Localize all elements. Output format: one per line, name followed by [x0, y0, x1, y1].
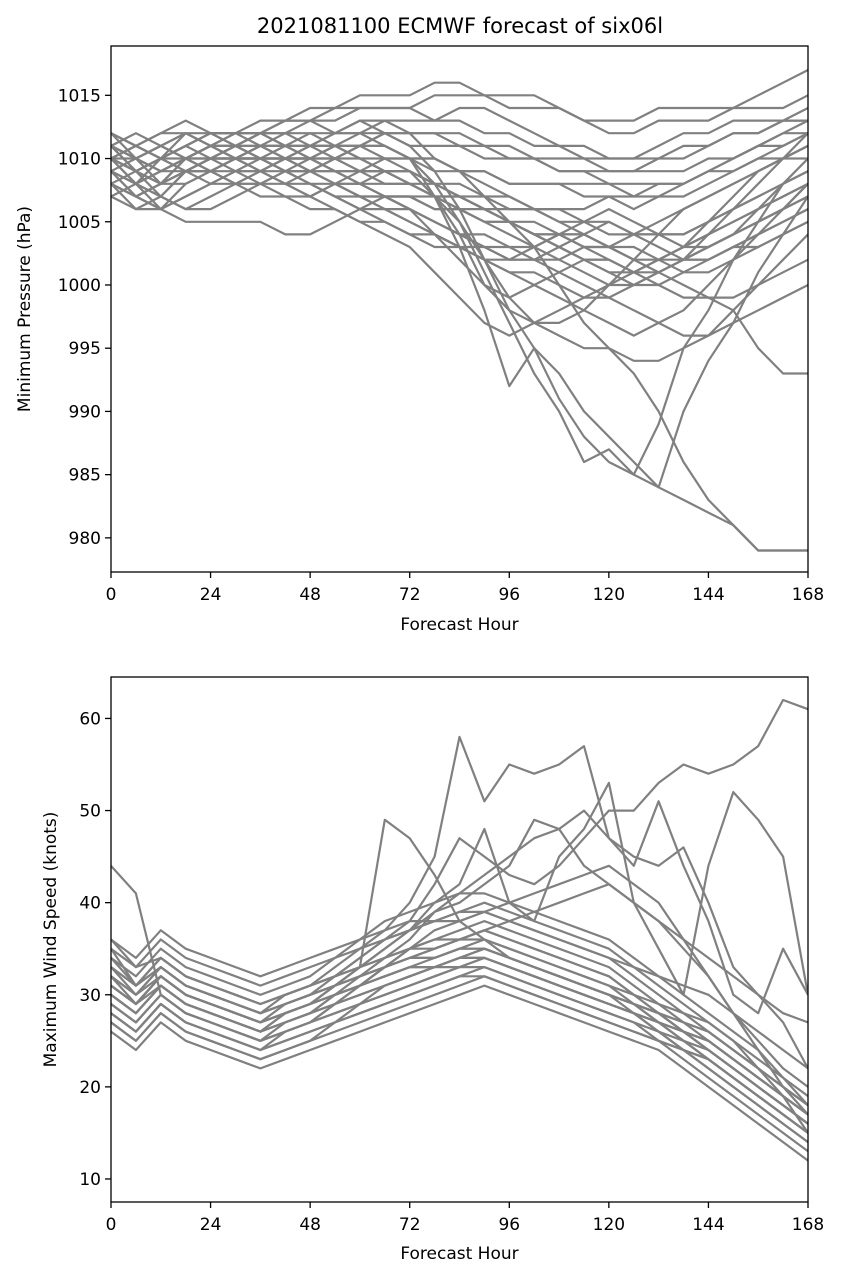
wind-axes-frame	[110, 676, 809, 1203]
pressure-series-line-24	[111, 132, 808, 198]
wind-series-line-16	[111, 984, 808, 1162]
pressure-series-line-16	[111, 145, 808, 287]
pressure-x-axis-label: Forecast Hour	[400, 615, 518, 635]
pressure-y-tick-label: 1000	[58, 276, 101, 296]
wind-x-tick-label: 144	[692, 1215, 724, 1235]
wind-series-group	[111, 698, 808, 1162]
pressure-series-line-26	[111, 144, 808, 261]
wind-panel: 0 24 48 72 96 120 144 168 10 20 30 40 50 60 Forecast H…	[41, 676, 824, 1264]
wind-y-tick-label: 40	[79, 894, 101, 914]
pressure-y-tick-label: 990	[69, 402, 101, 422]
wind-series-line-10	[111, 901, 808, 1134]
wind-series-line-30	[111, 956, 808, 1116]
wind-x-tick-label: 120	[593, 1215, 625, 1235]
wind-series-line-9	[111, 892, 808, 1107]
wind-x-tick-label: 96	[498, 1215, 520, 1235]
pressure-y-tick-label: 995	[69, 339, 101, 359]
pressure-x-tick-label: 96	[498, 585, 520, 605]
wind-x-tick-label: 48	[299, 1215, 321, 1235]
wind-series-line-24	[111, 938, 808, 1097]
pressure-series-line-11	[111, 132, 808, 274]
pressure-series-line-5	[111, 157, 808, 375]
pressure-series-line-13	[111, 132, 808, 274]
wind-series-line-2	[111, 735, 808, 1024]
wind-series-line-1	[111, 698, 808, 1024]
wind-y-tick-label: 30	[79, 986, 101, 1006]
wind-series-line-29	[111, 947, 808, 1107]
wind-x-tick-label: 168	[792, 1215, 824, 1235]
wind-series-line-17	[111, 910, 808, 1107]
pressure-panel: 0 24 48 72 96 120 144 168 980 985 990 995 1000 1005 10…	[15, 45, 824, 635]
pressure-x-tick-label: 120	[593, 585, 625, 605]
pressure-x-tick-label: 168	[792, 585, 824, 605]
pressure-y-axis-label: Minimum Pressure (hPa)	[15, 206, 35, 412]
pressure-series-line-28	[111, 157, 808, 274]
pressure-x-tick-label: 144	[692, 585, 724, 605]
pressure-y-tick-label: 1005	[58, 213, 101, 233]
wind-y-axis-label: Maximum Wind Speed (knots)	[41, 812, 61, 1068]
wind-y-tick-label: 60	[79, 709, 101, 729]
pressure-x-tick-label: 48	[299, 585, 321, 605]
pressure-axes-frame	[110, 45, 809, 573]
wind-y-tick-label: 10	[79, 1170, 101, 1190]
wind-series-line-8	[111, 883, 808, 1116]
pressure-y-tick-label: 985	[69, 466, 101, 486]
wind-x-axis-label: Forecast Hour	[400, 1244, 518, 1264]
pressure-series-line-32	[111, 144, 808, 324]
pressure-series-line-35	[111, 132, 808, 173]
pressure-x-tick-label: 24	[200, 585, 222, 605]
pressure-series-line-29	[111, 157, 808, 287]
pressure-x-tick-label: 0	[106, 585, 117, 605]
chart-title: 2021081100 ECMWF forecast of six06l	[257, 14, 663, 38]
pressure-series-group	[111, 69, 808, 552]
wind-x-tick-label: 0	[106, 1215, 117, 1235]
pressure-x-tick-label: 72	[399, 585, 421, 605]
wind-series-line-5	[111, 818, 808, 1069]
wind-series-line-27	[111, 910, 808, 1070]
pressure-series-line-33	[111, 170, 808, 299]
wind-x-tick-label: 72	[399, 1215, 421, 1235]
wind-x-tick-label: 24	[200, 1215, 222, 1235]
pressure-y-tick-label: 1015	[58, 86, 101, 106]
pressure-y-tick-label: 980	[69, 529, 101, 549]
wind-y-tick-label: 50	[79, 802, 101, 822]
wind-series-line-28	[111, 975, 808, 1134]
pressure-series-line-25	[111, 132, 808, 337]
pressure-y-tick-label: 1010	[58, 150, 101, 170]
wind-y-tick-label: 20	[79, 1078, 101, 1098]
pressure-series-line-34	[111, 132, 808, 236]
